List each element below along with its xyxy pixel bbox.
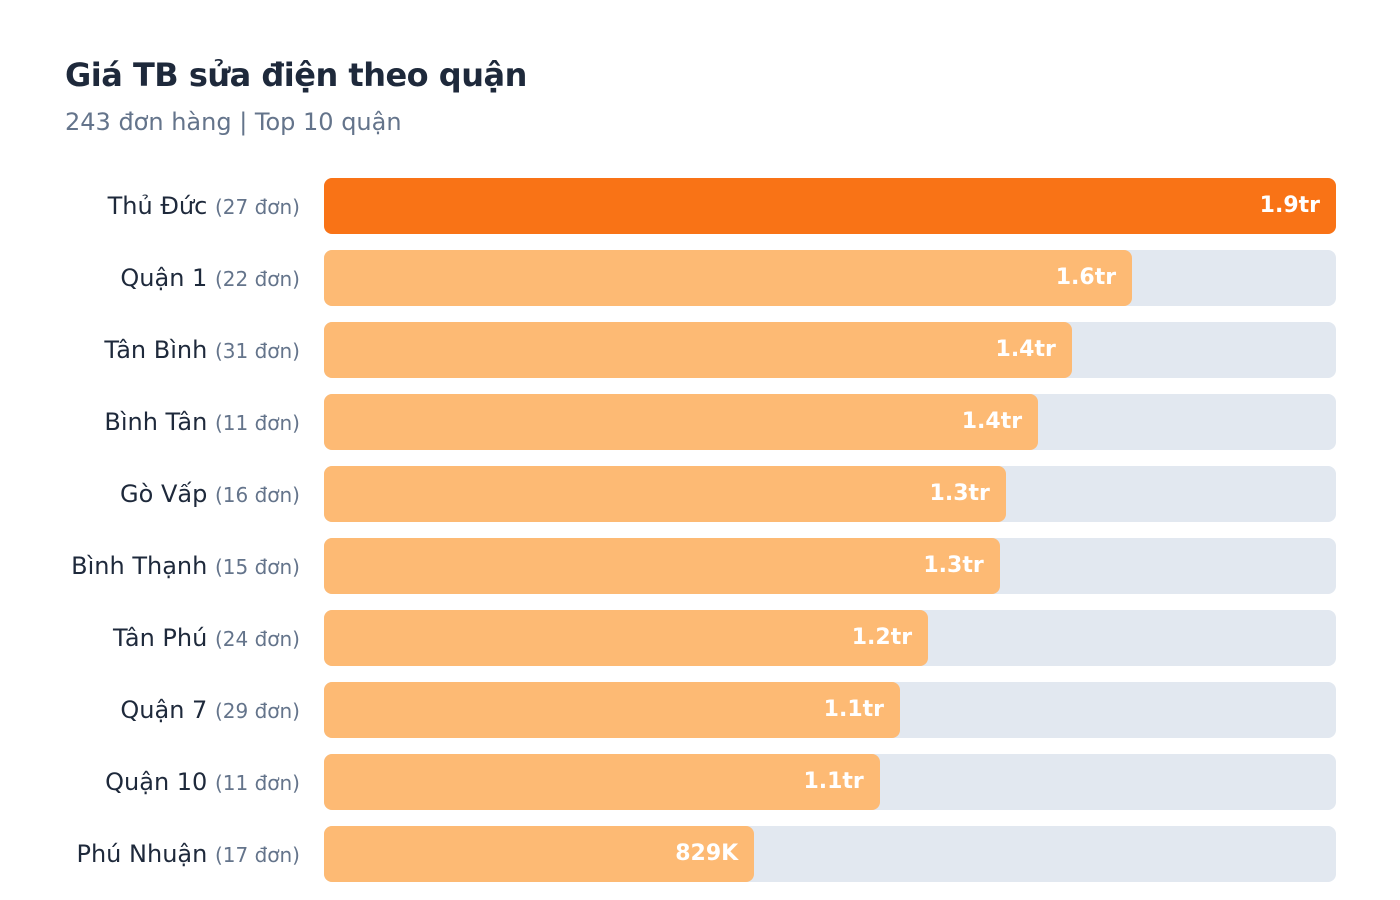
bar: 1.4tr: [324, 322, 1072, 378]
bar: 1.3tr: [324, 538, 1000, 594]
bar-row: Phú Nhuận (17 đơn) 829K: [0, 826, 1400, 882]
district-name: Tân Phú: [113, 624, 208, 652]
category-label: Tân Bình (31 đơn): [104, 322, 300, 378]
bar-row: Bình Thạnh (15 đơn) 1.3tr: [0, 538, 1400, 594]
district-name: Gò Vấp: [120, 480, 208, 508]
order-count: (27 đơn): [214, 195, 300, 219]
bar: 1.3tr: [324, 466, 1006, 522]
category-label: Tân Phú (24 đơn): [113, 610, 300, 666]
order-count: (29 đơn): [214, 699, 300, 723]
category-label: Phú Nhuận (17 đơn): [77, 826, 301, 882]
value-label: 1.1tr: [823, 697, 885, 722]
bar-track: 1.1tr: [324, 682, 1336, 738]
order-count: (24 đơn): [214, 627, 300, 651]
bar-row: Gò Vấp (16 đơn) 1.3tr: [0, 466, 1400, 522]
order-count: (15 đơn): [214, 555, 300, 579]
bar: 1.1tr: [324, 682, 901, 738]
value-label: 1.1tr: [803, 769, 864, 794]
chart-subtitle: 243 đơn hàng | Top 10 quận: [65, 108, 402, 136]
district-name: Phú Nhuận: [76, 840, 208, 868]
bar-row: Tân Phú (24 đơn) 1.2tr: [0, 610, 1400, 666]
bar-track: 1.1tr: [324, 754, 1336, 810]
value-label: 1.4tr: [961, 409, 1023, 434]
category-label: Gò Vấp (16 đơn): [120, 466, 300, 522]
chart-title: Giá TB sửa điện theo quận: [65, 56, 527, 94]
bar-track: 1.9tr: [324, 178, 1336, 234]
category-label: Thủ Đức (27 đơn): [108, 178, 300, 234]
bar-row: Quận 7 (29 đơn) 1.1tr: [0, 682, 1400, 738]
district-name: Quận 1: [120, 264, 208, 292]
bar: 1.9tr: [324, 178, 1336, 234]
bar-row: Thủ Đức (27 đơn) 1.9tr: [0, 178, 1400, 234]
bar: 1.2tr: [324, 610, 929, 666]
category-label: Quận 1 (22 đơn): [120, 250, 300, 306]
category-label: Bình Thạnh (15 đơn): [71, 538, 300, 594]
value-label: 1.9tr: [1259, 193, 1320, 218]
bar-row: Quận 10 (11 đơn) 1.1tr: [0, 754, 1400, 810]
order-count: (17 đơn): [214, 843, 300, 867]
value-label: 1.3tr: [923, 553, 984, 578]
bar-track: 1.3tr: [324, 466, 1336, 522]
district-name: Thủ Đức: [107, 192, 208, 220]
bar-row: Tân Bình (31 đơn) 1.4tr: [0, 322, 1400, 378]
bar-track: 1.6tr: [324, 250, 1336, 306]
category-label: Quận 7 (29 đơn): [120, 682, 300, 738]
order-count: (22 đơn): [214, 267, 300, 291]
bar-row: Quận 1 (22 đơn) 1.6tr: [0, 250, 1400, 306]
district-name: Bình Thạnh: [71, 552, 208, 580]
value-label: 1.4tr: [995, 337, 1056, 362]
category-label: Quận 10 (11 đơn): [105, 754, 300, 810]
bar-track: 1.3tr: [324, 538, 1336, 594]
district-name: Quận 7: [120, 696, 208, 724]
order-count: (16 đơn): [214, 483, 300, 507]
district-name: Quận 10: [105, 768, 208, 796]
bar: 1.1tr: [324, 754, 880, 810]
value-label: 1.2tr: [851, 625, 913, 650]
bar-track: 829K: [324, 826, 1336, 882]
bar-track: 1.4tr: [324, 322, 1336, 378]
value-label: 1.6tr: [1055, 265, 1117, 290]
bar-track: 1.4tr: [324, 394, 1336, 450]
district-name: Bình Tân: [104, 408, 208, 436]
bar: 1.6tr: [324, 250, 1133, 306]
bar-row: Bình Tân (11 đơn) 1.4tr: [0, 394, 1400, 450]
district-name: Tân Bình: [104, 336, 208, 364]
bar-track: 1.2tr: [324, 610, 1336, 666]
bar: 829K: [324, 826, 755, 882]
bar: 1.4tr: [324, 394, 1039, 450]
order-count: (31 đơn): [214, 339, 300, 363]
category-label: Bình Tân (11 đơn): [104, 394, 300, 450]
value-label: 1.3tr: [929, 481, 990, 506]
order-count: (11 đơn): [214, 411, 300, 435]
order-count: (11 đơn): [214, 771, 300, 795]
value-label: 829K: [675, 841, 739, 866]
